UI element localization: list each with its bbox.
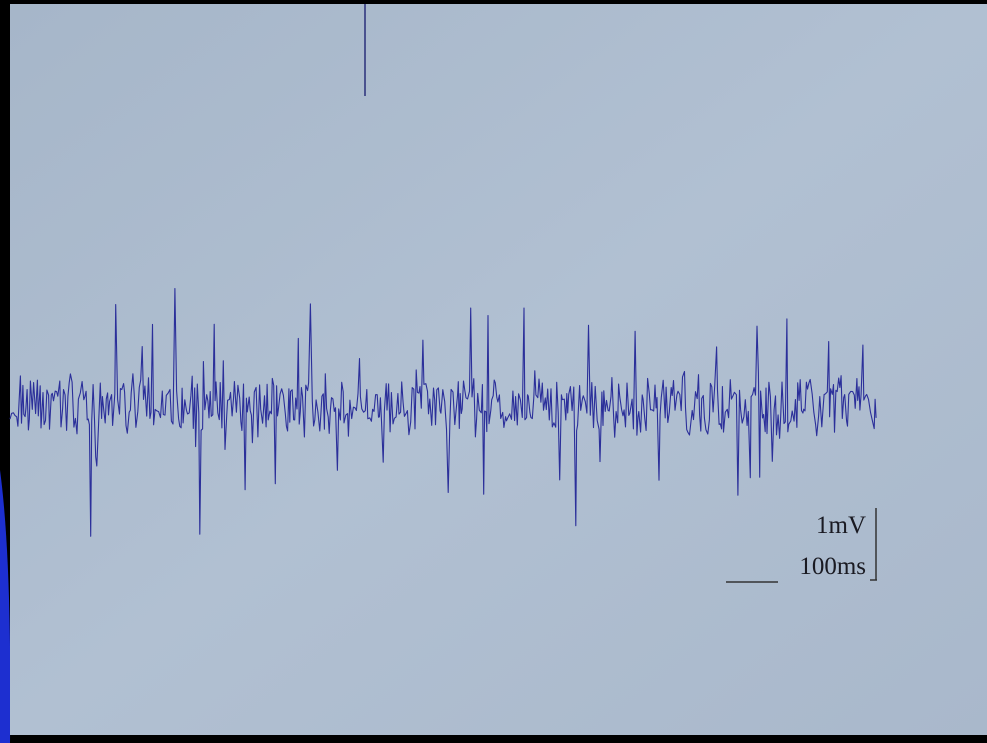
paper bbox=[10, 4, 987, 735]
amplitude-label: 1mV bbox=[816, 512, 866, 539]
photo: 1mV 100ms bbox=[0, 0, 987, 743]
time-label: 100ms bbox=[799, 553, 866, 580]
